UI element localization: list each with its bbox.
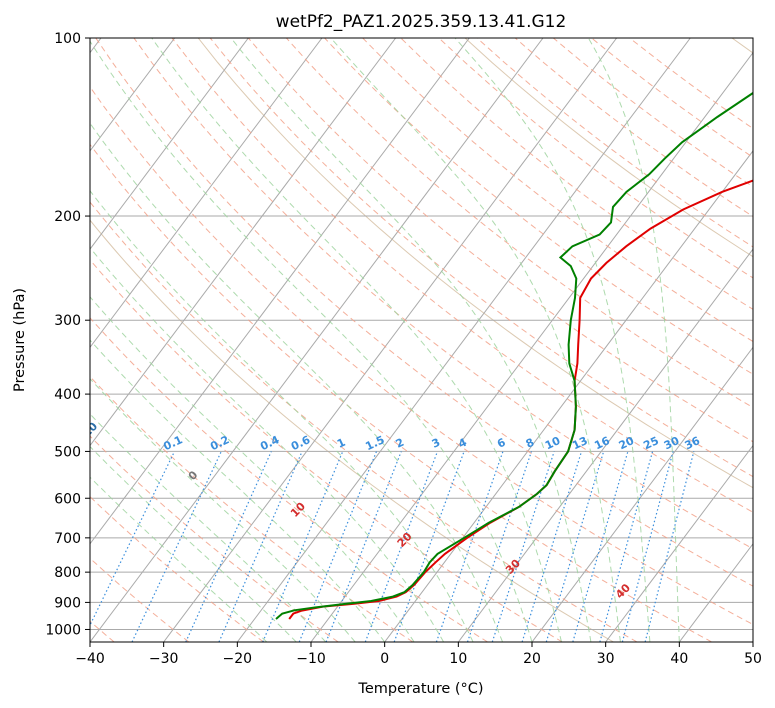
mixing-ratio-line	[545, 451, 605, 642]
mixing-ratio-line	[185, 451, 272, 642]
isentrope-curve	[90, 219, 614, 642]
mixing-ratio-label: 30	[662, 434, 682, 452]
dry-adiabat	[171, 38, 753, 513]
y-tick-label: 900	[54, 595, 81, 611]
plot-area: 0.10.20.40.611.52346810131620253036−100−…	[0, 38, 753, 642]
moist-adiabat	[90, 339, 386, 642]
x-tick-label: −40	[75, 651, 105, 667]
dry-adiabat-label: −10	[74, 420, 101, 447]
x-tick-label: 0	[380, 651, 389, 667]
x-tick-label: 50	[744, 651, 762, 667]
isotherm-line	[236, 38, 691, 642]
isentrope-lines	[90, 38, 753, 642]
y-axis-label: Pressure (hPa)	[12, 288, 28, 392]
moist-adiabat	[90, 122, 503, 642]
isotherm-line	[90, 38, 470, 545]
y-tick-label: 300	[54, 313, 81, 329]
x-tick-label: 40	[670, 651, 688, 667]
plot-frame	[89, 37, 754, 643]
mixing-ratio-line	[393, 451, 465, 642]
moist-adiabat	[454, 38, 651, 642]
moist-adiabat	[90, 476, 268, 642]
chart-title: wetPf2_PAZ1.2025.359.13.41.G12	[276, 12, 567, 32]
moist-adiabat	[587, 38, 680, 642]
isotherm-line	[752, 641, 753, 642]
moist-adiabat	[90, 413, 327, 642]
mixing-ratio-lines	[90, 451, 695, 642]
isentrope-curve	[197, 38, 753, 489]
mixing-ratio-line	[466, 451, 533, 642]
isotherm-line	[457, 248, 753, 642]
isotherm-line	[90, 38, 544, 642]
isotherm-line	[531, 346, 753, 642]
x-tick-label: −20	[223, 651, 253, 667]
y-tick-label: 600	[54, 491, 81, 507]
dry-adiabat	[90, 259, 563, 642]
moist-adiabat	[230, 38, 592, 642]
y-tick-label: 400	[54, 387, 81, 403]
isotherm-line	[605, 444, 753, 642]
dry-adiabat-label: −20	[0, 377, 3, 404]
x-axis: −40 −30 −20 −10 0 10 20 30 40 50	[75, 642, 762, 667]
y-tick-label: 700	[54, 531, 81, 547]
mixing-ratio-line	[435, 451, 504, 642]
isotherm-line	[90, 38, 323, 349]
dry-adiabat	[90, 375, 414, 642]
mixing-ratio-line	[621, 451, 674, 642]
x-axis-label: Temperature (°C)	[357, 681, 483, 697]
dry-adiabat	[90, 86, 753, 626]
y-tick-label: 500	[54, 444, 81, 460]
mixing-ratio-line	[599, 451, 654, 642]
isotherm-lines	[90, 38, 753, 642]
mixing-ratio-label: 10	[543, 434, 563, 452]
y-tick-label: 800	[54, 565, 81, 581]
mixing-ratio-label: 16	[592, 434, 612, 452]
dry-adiabat	[90, 143, 712, 642]
x-tick-label: −10	[296, 651, 326, 667]
mixing-ratio-label: 36	[683, 434, 703, 452]
mixing-ratio-line	[90, 451, 176, 627]
mixing-ratio-line	[262, 451, 344, 642]
mixing-ratio-line	[521, 451, 583, 642]
x-tick-label: 10	[449, 651, 467, 667]
mixing-ratio-label: 25	[641, 434, 660, 452]
mixing-ratio-line	[572, 451, 629, 642]
mixing-ratio-line	[491, 451, 555, 642]
y-axis: 100 200 300 400 500 600 700 800 900 1000	[45, 31, 90, 638]
moist-adiabat	[330, 38, 621, 642]
isotherm-line	[163, 38, 618, 642]
dry-adiabat	[209, 38, 753, 478]
dry-adiabat	[90, 201, 638, 642]
isotherm-line	[90, 38, 176, 152]
dry-adiabat	[133, 38, 753, 550]
mixing-ratio-line	[131, 451, 222, 642]
sounding-profiles	[275, 91, 753, 620]
mixing-ratio-label: 20	[617, 434, 637, 452]
isotherm-line	[90, 38, 249, 250]
mixing-ratio-label: 13	[570, 434, 589, 452]
mixing-ratio-line	[218, 451, 303, 642]
mixing-ratio-line	[644, 451, 695, 642]
isotherm-line	[90, 38, 397, 447]
y-tick-label: 100	[54, 31, 81, 47]
dry-adiabat	[95, 38, 753, 587]
moist-adiabat	[151, 38, 562, 642]
dry-adiabat	[400, 38, 753, 310]
x-tick-label: 30	[597, 651, 615, 667]
moist-adiabat	[90, 40, 533, 642]
moist-adiabat	[90, 445, 297, 642]
dry-adiabat	[247, 38, 753, 443]
y-tick-label: 200	[54, 209, 81, 225]
moist-adiabat	[90, 189, 474, 642]
x-tick-label: −30	[149, 651, 179, 667]
dry-adiabat	[362, 38, 753, 343]
dewpoint-profile-line	[275, 91, 753, 620]
x-tick-label: 20	[523, 651, 541, 667]
y-tick-label: 1000	[45, 622, 81, 638]
